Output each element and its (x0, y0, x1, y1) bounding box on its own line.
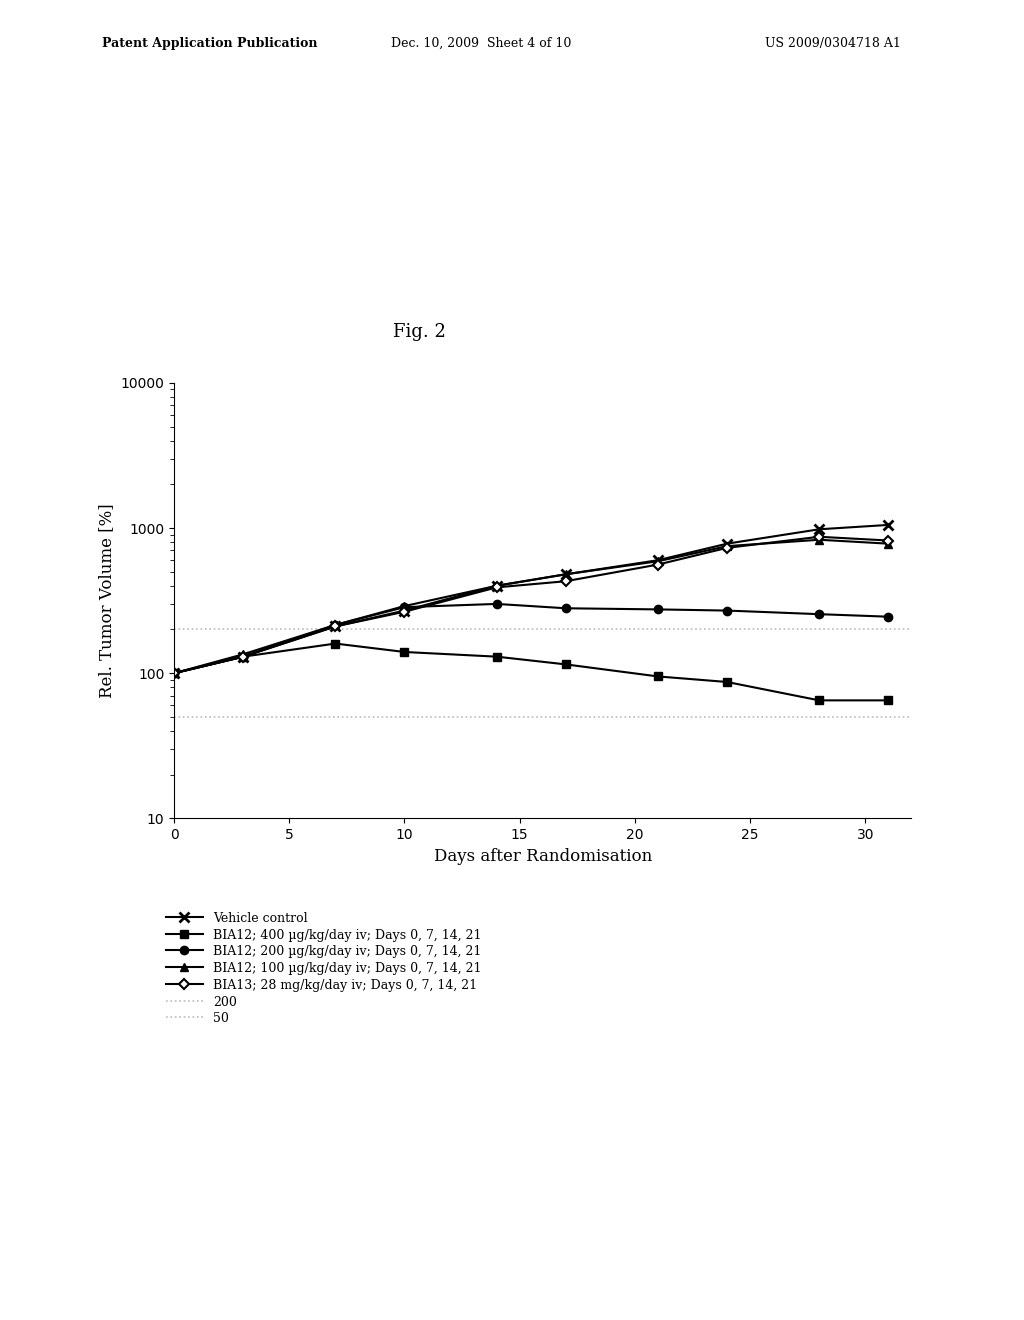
Text: Dec. 10, 2009  Sheet 4 of 10: Dec. 10, 2009 Sheet 4 of 10 (391, 37, 571, 50)
X-axis label: Days after Randomisation: Days after Randomisation (433, 847, 652, 865)
Legend: Vehicle control, BIA12; 400 µg/kg/day iv; Days 0, 7, 14, 21, BIA12; 200 µg/kg/da: Vehicle control, BIA12; 400 µg/kg/day iv… (166, 912, 481, 1026)
Text: US 2009/0304718 A1: US 2009/0304718 A1 (765, 37, 901, 50)
Y-axis label: Rel. Tumor Volume [%]: Rel. Tumor Volume [%] (98, 503, 115, 698)
Text: Fig. 2: Fig. 2 (393, 323, 446, 342)
Text: Patent Application Publication: Patent Application Publication (102, 37, 317, 50)
